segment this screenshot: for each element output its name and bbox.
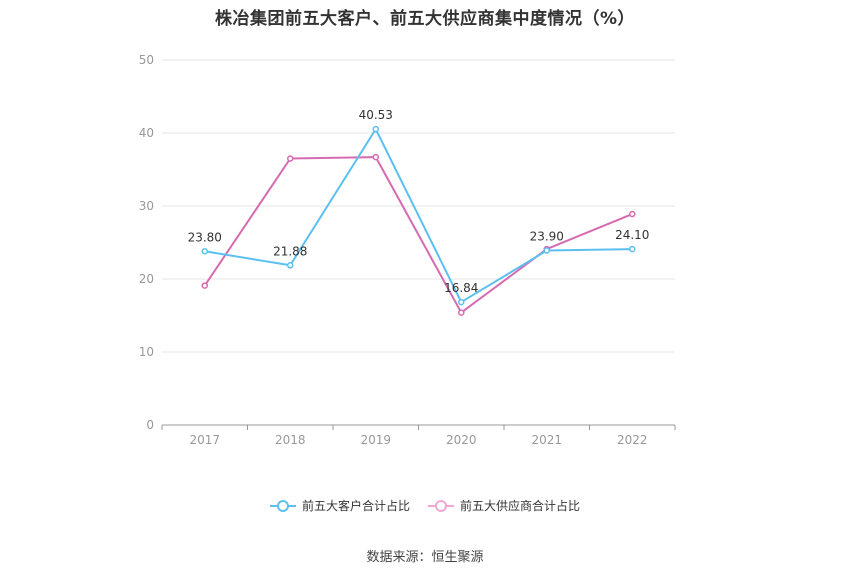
data-point-suppliers-2019 xyxy=(372,153,379,161)
data-point-customers-2018 xyxy=(287,262,294,269)
y-tick-label-20: 20 xyxy=(139,272,154,286)
y-tick-label-0: 0 xyxy=(146,418,154,432)
x-tick-label-2022: 2022 xyxy=(617,433,648,447)
y-tick-label-50: 50 xyxy=(139,53,154,67)
data-point-customers-2017 xyxy=(201,248,208,255)
legend-label-suppliers: 前五大供应商合计占比 xyxy=(460,499,581,513)
data-source: 数据来源：恒生聚源 xyxy=(366,550,484,565)
x-tick-label-2019: 2019 xyxy=(360,433,391,447)
x-tick-label-2018: 2018 xyxy=(275,433,306,447)
data-point-suppliers-2018 xyxy=(287,155,294,162)
legend-swatch-customers xyxy=(269,499,296,512)
x-tick-label-2021: 2021 xyxy=(531,433,562,447)
data-label-customers-2018: 21.88 xyxy=(273,244,307,258)
legend: 前五大客户合计占比 前五大供应商合计占比 xyxy=(0,497,850,514)
series-line-suppliers xyxy=(203,156,633,314)
y-tick-label-30: 30 xyxy=(139,199,154,213)
data-point-customers-2020 xyxy=(458,298,465,306)
data-label-customers-2022: 24.10 xyxy=(615,228,649,242)
x-tick-label-2017: 2017 xyxy=(189,433,220,447)
data-point-customers-2019 xyxy=(372,125,379,133)
data-point-suppliers-2022 xyxy=(629,210,636,218)
data-point-suppliers-2020 xyxy=(458,309,465,316)
data-label-customers-2021: 23.90 xyxy=(530,230,564,244)
y-tick-label-10: 10 xyxy=(139,345,154,359)
legend-label-customers: 前五大客户合计占比 xyxy=(301,499,410,513)
legend-item-customers[interactable]: 前五大客户合计占比 xyxy=(269,497,410,514)
data-point-customers-2022 xyxy=(629,245,636,253)
chart-title: 株冶集团前五大客户、前五大供应商集中度情况（%） xyxy=(214,9,636,29)
series-line-customers xyxy=(204,128,633,304)
x-tick-label-2020: 2020 xyxy=(446,433,477,447)
data-label-customers-2020: 16.84 xyxy=(444,281,478,295)
data-point-suppliers-2017 xyxy=(201,282,208,289)
data-label-customers-2019: 40.53 xyxy=(359,108,393,122)
data-label-customers-2017: 23.80 xyxy=(188,230,222,244)
data-point-customers-2021 xyxy=(543,247,550,254)
legend-item-suppliers[interactable]: 前五大供应商合计占比 xyxy=(428,497,580,514)
y-tick-label-40: 40 xyxy=(139,126,154,140)
legend-swatch-suppliers xyxy=(428,499,454,512)
